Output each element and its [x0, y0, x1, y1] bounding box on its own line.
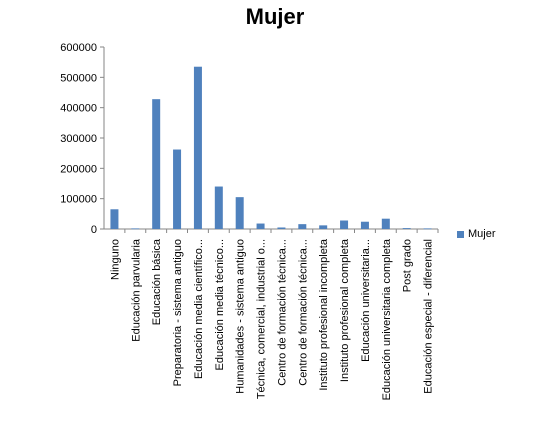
y-tick-label: 200000 — [60, 163, 97, 175]
x-tick-label: Educación básica — [151, 238, 163, 325]
x-tick-label: Instituto profesional completa — [339, 238, 351, 382]
x-tick-label: Educación universitaria... — [360, 239, 372, 362]
x-tick-label: Preparatoria - sistema antiguo — [172, 239, 184, 386]
x-tick-label: Educación especial - diferencial — [423, 239, 435, 394]
bar-13 — [381, 218, 390, 229]
bar-6 — [235, 197, 244, 229]
x-tick-label: Humanidades - sistema antiguo — [235, 239, 247, 394]
legend-label: Mujer — [468, 228, 496, 240]
bar-12 — [360, 221, 369, 229]
y-tick-label: 400000 — [60, 103, 97, 115]
bar-5 — [214, 186, 223, 229]
y-tick-label: 500000 — [60, 72, 97, 84]
legend-swatch — [457, 230, 464, 238]
x-tick-label: Post grado — [402, 239, 414, 292]
x-tick-label: Educación parvularia — [130, 238, 142, 342]
x-tick-label: Educación media científico... — [193, 239, 205, 379]
bar-0 — [110, 209, 119, 229]
y-tick-label: 300000 — [60, 133, 97, 145]
bar-2 — [152, 99, 161, 229]
bar-9 — [298, 224, 307, 229]
bar-14 — [402, 228, 411, 229]
bar-3 — [173, 149, 182, 229]
x-tick-label: Educación media técnico... — [214, 239, 226, 370]
x-tick-label: Técnica, comercial, industrial o... — [256, 239, 268, 399]
bar-11 — [340, 220, 349, 229]
x-tick-label: Centro de formación técnica... — [276, 239, 288, 386]
bar-7 — [256, 223, 265, 229]
bar-8 — [277, 227, 286, 229]
y-tick-label: 0 — [91, 224, 97, 236]
x-tick-label: Instituto profesional incompleta — [318, 238, 330, 391]
bar-15 — [423, 228, 432, 230]
bar-10 — [319, 225, 328, 229]
x-tick-label: Ninguno — [109, 239, 121, 280]
bar-1 — [131, 228, 140, 230]
legend: Mujer — [457, 228, 496, 240]
y-tick-label: 600000 — [60, 42, 97, 54]
x-tick-label: Educación universitaria completa — [381, 238, 393, 400]
y-tick-label: 100000 — [60, 194, 97, 206]
chart-title: Mujer — [245, 4, 305, 29]
x-tick-label: Centro de formación técnica... — [297, 239, 309, 386]
bar-4 — [193, 66, 202, 229]
